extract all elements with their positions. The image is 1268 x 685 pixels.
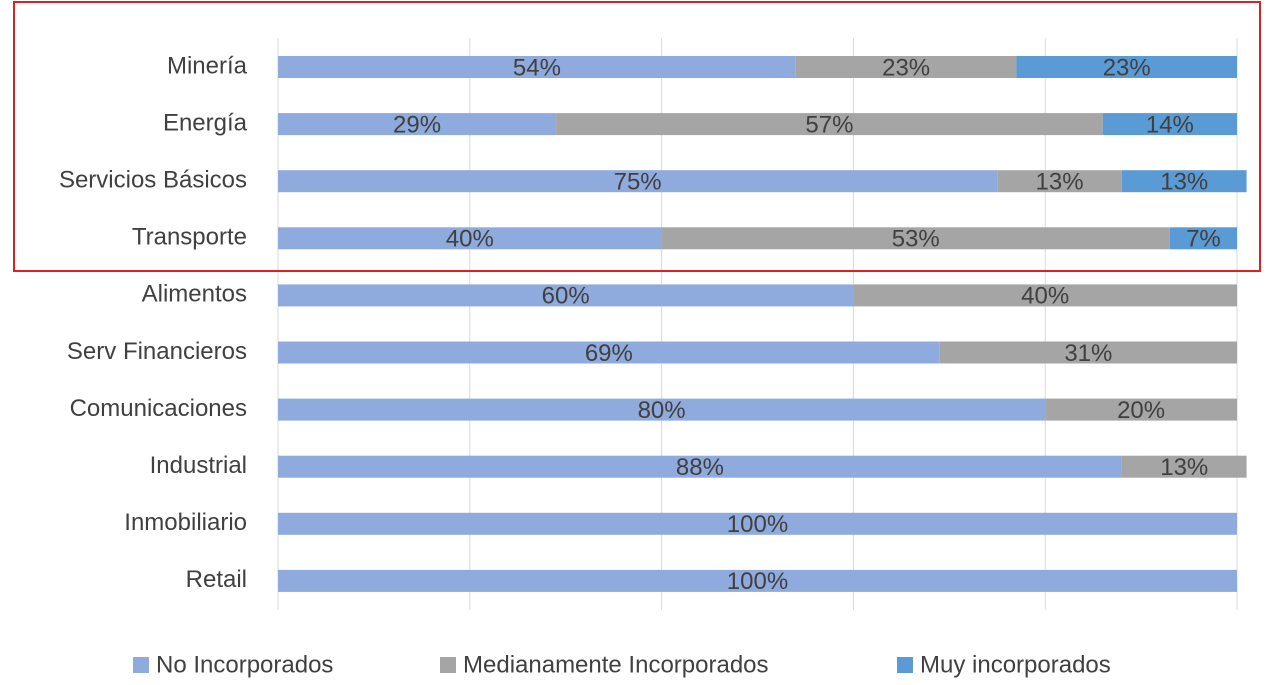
bar-segment [278, 227, 662, 250]
y-tick-label: Energía [163, 109, 248, 136]
legend-swatch [133, 657, 149, 673]
bar-segment [661, 227, 1170, 250]
bar-segment [278, 56, 796, 78]
data-label: 13% [1036, 169, 1084, 196]
data-label: 20% [1117, 397, 1165, 424]
data-label: 13% [1160, 454, 1208, 481]
data-label: 7% [1186, 226, 1221, 253]
bar-segment [1169, 227, 1237, 250]
bar-segment [278, 398, 1046, 421]
bar-segment [853, 284, 1237, 307]
y-tick-label: Servicios Básicos [59, 167, 247, 194]
bar-segment [278, 569, 1237, 592]
bar-segment [1102, 113, 1237, 136]
legend-label: No Incorporados [156, 651, 333, 678]
data-label: 23% [1103, 54, 1151, 81]
legend-label: Medianamente Incorporados [463, 651, 769, 678]
highlight-box [13, 1, 1261, 272]
bar-segment [556, 113, 1103, 136]
bar-segment [278, 284, 854, 307]
bar-segment [1016, 56, 1237, 78]
y-tick-label: Minería [167, 52, 248, 79]
data-label: 54% [513, 54, 561, 81]
bar-segment [1121, 170, 1247, 193]
data-label: 40% [446, 226, 494, 253]
bar-segment [278, 113, 557, 136]
y-tick-label: Comunicaciones [70, 395, 247, 422]
data-label: 69% [585, 340, 633, 367]
data-label: 23% [882, 54, 930, 81]
bar-segment [1045, 398, 1237, 421]
bar-segment [795, 56, 1017, 78]
data-label: 100% [727, 568, 788, 595]
legend-label: Muy incorporados [920, 651, 1111, 678]
data-label: 75% [614, 169, 662, 196]
bar-segment [997, 170, 1122, 193]
legend-swatch [440, 657, 456, 673]
data-label: 13% [1160, 169, 1208, 196]
bar-segment [939, 341, 1237, 364]
y-tick-label: Inmobiliario [124, 509, 247, 536]
data-label: 60% [542, 283, 590, 310]
y-tick-label: Industrial [150, 452, 247, 479]
bar-segment [1121, 455, 1247, 478]
data-label: 100% [727, 511, 788, 538]
data-label: 53% [892, 226, 940, 253]
data-label: 80% [638, 397, 686, 424]
legend-swatch [897, 657, 913, 673]
data-label: 14% [1146, 111, 1194, 138]
data-label: 88% [676, 454, 724, 481]
bar-segment [278, 512, 1237, 535]
y-tick-label: Serv Financieros [67, 338, 247, 365]
data-label: 57% [805, 111, 853, 138]
bar-segment [278, 341, 940, 364]
y-tick-label: Transporte [132, 224, 247, 251]
y-tick-label: Alimentos [142, 281, 247, 308]
data-label: 31% [1064, 340, 1112, 367]
bar-segment [278, 455, 1122, 478]
bar-segment [278, 170, 998, 193]
y-tick-label: Retail [186, 566, 247, 593]
data-label: 40% [1021, 283, 1069, 310]
bars: Minería 54% 23% 23% Energía 29% 57% 14% Servicio… [59, 52, 1247, 595]
data-label: 29% [393, 111, 441, 138]
